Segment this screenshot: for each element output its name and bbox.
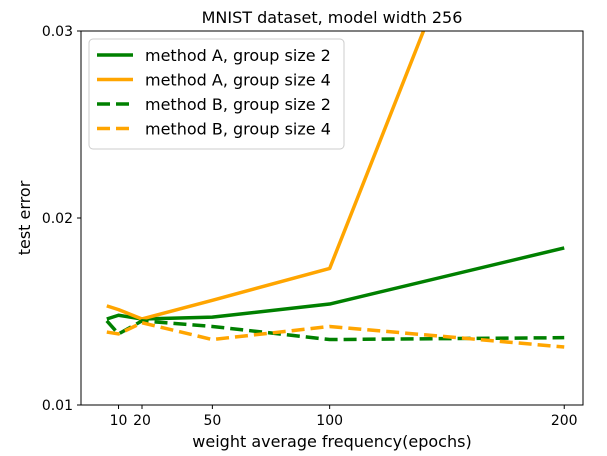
chart-title: MNIST dataset, model width 256	[202, 8, 463, 27]
legend-label-method-a-group-size-4: method A, group size 4	[145, 71, 331, 90]
x-tick-label: 200	[551, 413, 578, 429]
series-line-method-a-group-size-4	[106, 31, 426, 321]
y-axis-label: test error	[15, 180, 34, 255]
x-tick-label: 50	[203, 413, 221, 429]
series-line-method-b-group-size-4	[106, 320, 565, 349]
legend-label-method-a-group-size-2: method A, group size 2	[145, 46, 331, 65]
legend-label-method-b-group-size-2: method B, group size 2	[145, 95, 331, 114]
x-tick-label: 20	[133, 413, 151, 429]
series-line-method-a-group-size-2	[106, 246, 565, 321]
legend: method A, group size 2 method A, group si…	[88, 38, 345, 150]
x-axis-label: weight average frequency(epochs)	[192, 432, 471, 451]
legend-box	[88, 38, 345, 150]
x-tick-label: 10	[110, 413, 128, 429]
legend-label-method-b-group-size-4: method B, group size 4	[145, 120, 331, 139]
series-line-method-b-group-size-2	[105, 319, 565, 342]
x-tick-label: 100	[316, 413, 343, 429]
series-layer	[105, 31, 565, 349]
ticks-layer: 10 20 50 100 200 0.01 0.02 0.03	[42, 24, 578, 429]
y-tick-label: 0.02	[42, 211, 73, 227]
y-tick-label: 0.01	[42, 398, 73, 414]
y-tick-label: 0.03	[42, 24, 73, 40]
